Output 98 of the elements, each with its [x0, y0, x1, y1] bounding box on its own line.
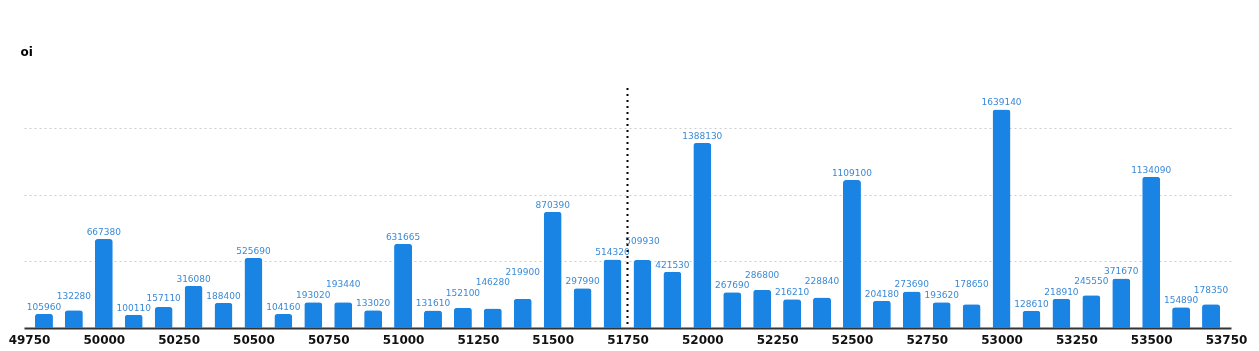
- data-label: 1639140: [981, 97, 1022, 108]
- bar: [1112, 278, 1131, 328]
- bar: [453, 307, 472, 328]
- bar: [663, 271, 682, 328]
- bar: [483, 308, 502, 328]
- bar: [244, 257, 263, 328]
- bar: [274, 314, 293, 328]
- data-label: 152100: [445, 287, 481, 298]
- bar: [842, 180, 861, 328]
- bar: [334, 302, 353, 328]
- data-label: 514320: [595, 247, 630, 258]
- data-label: 154890: [1163, 295, 1199, 306]
- data-label: 131610: [415, 298, 451, 309]
- data-label: 870390: [535, 199, 571, 210]
- data-label: 219900: [505, 266, 541, 277]
- x-tick-label: 52500: [831, 332, 874, 347]
- data-label: 133020: [355, 298, 391, 309]
- data-label: 100110: [116, 302, 152, 313]
- data-label: 245550: [1074, 276, 1109, 287]
- bar: [1082, 295, 1101, 328]
- bar: [633, 260, 652, 328]
- bar: [394, 243, 413, 328]
- bar: [423, 310, 442, 328]
- data-label: 286800: [744, 269, 780, 280]
- data-label: 1109100: [831, 168, 873, 179]
- bar: [543, 211, 562, 328]
- data-label: 105960: [26, 301, 62, 312]
- data-label: 193620: [924, 290, 960, 301]
- bar: [573, 288, 592, 328]
- data-label: 178350: [1193, 284, 1229, 295]
- bar: [783, 299, 802, 328]
- bar: [902, 291, 921, 328]
- data-label: 146280: [475, 276, 511, 287]
- x-tick-label: 50250: [158, 332, 200, 347]
- bar: [1022, 310, 1041, 328]
- data-label: 316080: [176, 273, 212, 284]
- bar: [603, 259, 622, 328]
- bar: [813, 297, 832, 328]
- data-label: 204180: [864, 288, 900, 299]
- x-tick-label: 50750: [307, 332, 350, 347]
- x-tick-label: 53750: [1205, 332, 1248, 347]
- data-label: 421530: [655, 259, 690, 270]
- bar: [1202, 304, 1221, 328]
- x-tick-label: 53500: [1130, 332, 1173, 347]
- bar: [992, 109, 1011, 328]
- x-tick-label: 52000: [681, 332, 724, 347]
- data-label: 631665: [385, 231, 421, 242]
- data-label: 1134090: [1131, 164, 1172, 175]
- data-label: 525690: [236, 245, 271, 256]
- bar: [872, 300, 891, 328]
- data-label: 667380: [86, 227, 122, 238]
- y-axis-title: oi: [20, 44, 33, 59]
- x-tick-label: 50000: [83, 332, 126, 347]
- data-label: 157110: [146, 292, 182, 303]
- bar: [154, 307, 173, 328]
- x-tick-label: 51500: [532, 332, 575, 347]
- data-label: 128610: [1014, 298, 1049, 309]
- data-label: 188400: [206, 290, 241, 301]
- bar: [513, 298, 532, 328]
- data-label: 371670: [1104, 266, 1139, 277]
- bar: [1142, 176, 1161, 328]
- bar: [693, 142, 712, 328]
- data-label: 297990: [565, 276, 601, 287]
- data-label: 218910: [1044, 286, 1079, 297]
- bar: [962, 304, 981, 328]
- data-label: 193020: [296, 290, 331, 301]
- data-label: 273690: [894, 278, 930, 289]
- bar: [1052, 298, 1071, 328]
- bar: [364, 310, 383, 328]
- x-tick-label: 52250: [756, 332, 799, 347]
- data-label: 216210: [774, 287, 810, 298]
- data-label: 228840: [804, 276, 840, 287]
- x-tick-label: 52750: [906, 332, 949, 347]
- x-tick-label: 53250: [1056, 332, 1098, 347]
- x-tick-label: 51750: [607, 332, 649, 347]
- data-label: 132280: [56, 291, 92, 302]
- x-tick-label: 51000: [382, 332, 425, 347]
- x-tick-label: 51250: [457, 332, 500, 347]
- bar: [214, 302, 233, 328]
- data-label: 104160: [266, 302, 301, 313]
- data-label: 267690: [715, 280, 750, 291]
- x-tick-label: 49750: [8, 332, 51, 347]
- bar: [1172, 307, 1191, 328]
- data-label: 509930: [625, 236, 660, 247]
- bar: [932, 302, 951, 328]
- bar: [94, 239, 113, 328]
- bar: [64, 310, 83, 328]
- bar: [304, 302, 323, 328]
- x-tick-label: 50500: [233, 332, 275, 347]
- bar: [723, 292, 742, 328]
- bar: [124, 314, 143, 328]
- data-label: 178650: [954, 278, 990, 289]
- data-label: 1388130: [682, 130, 723, 141]
- bar: [184, 285, 203, 328]
- bar: [34, 313, 53, 328]
- bar: [753, 289, 772, 328]
- data-label: 193440: [326, 279, 361, 290]
- x-tick-label: 53000: [981, 332, 1023, 347]
